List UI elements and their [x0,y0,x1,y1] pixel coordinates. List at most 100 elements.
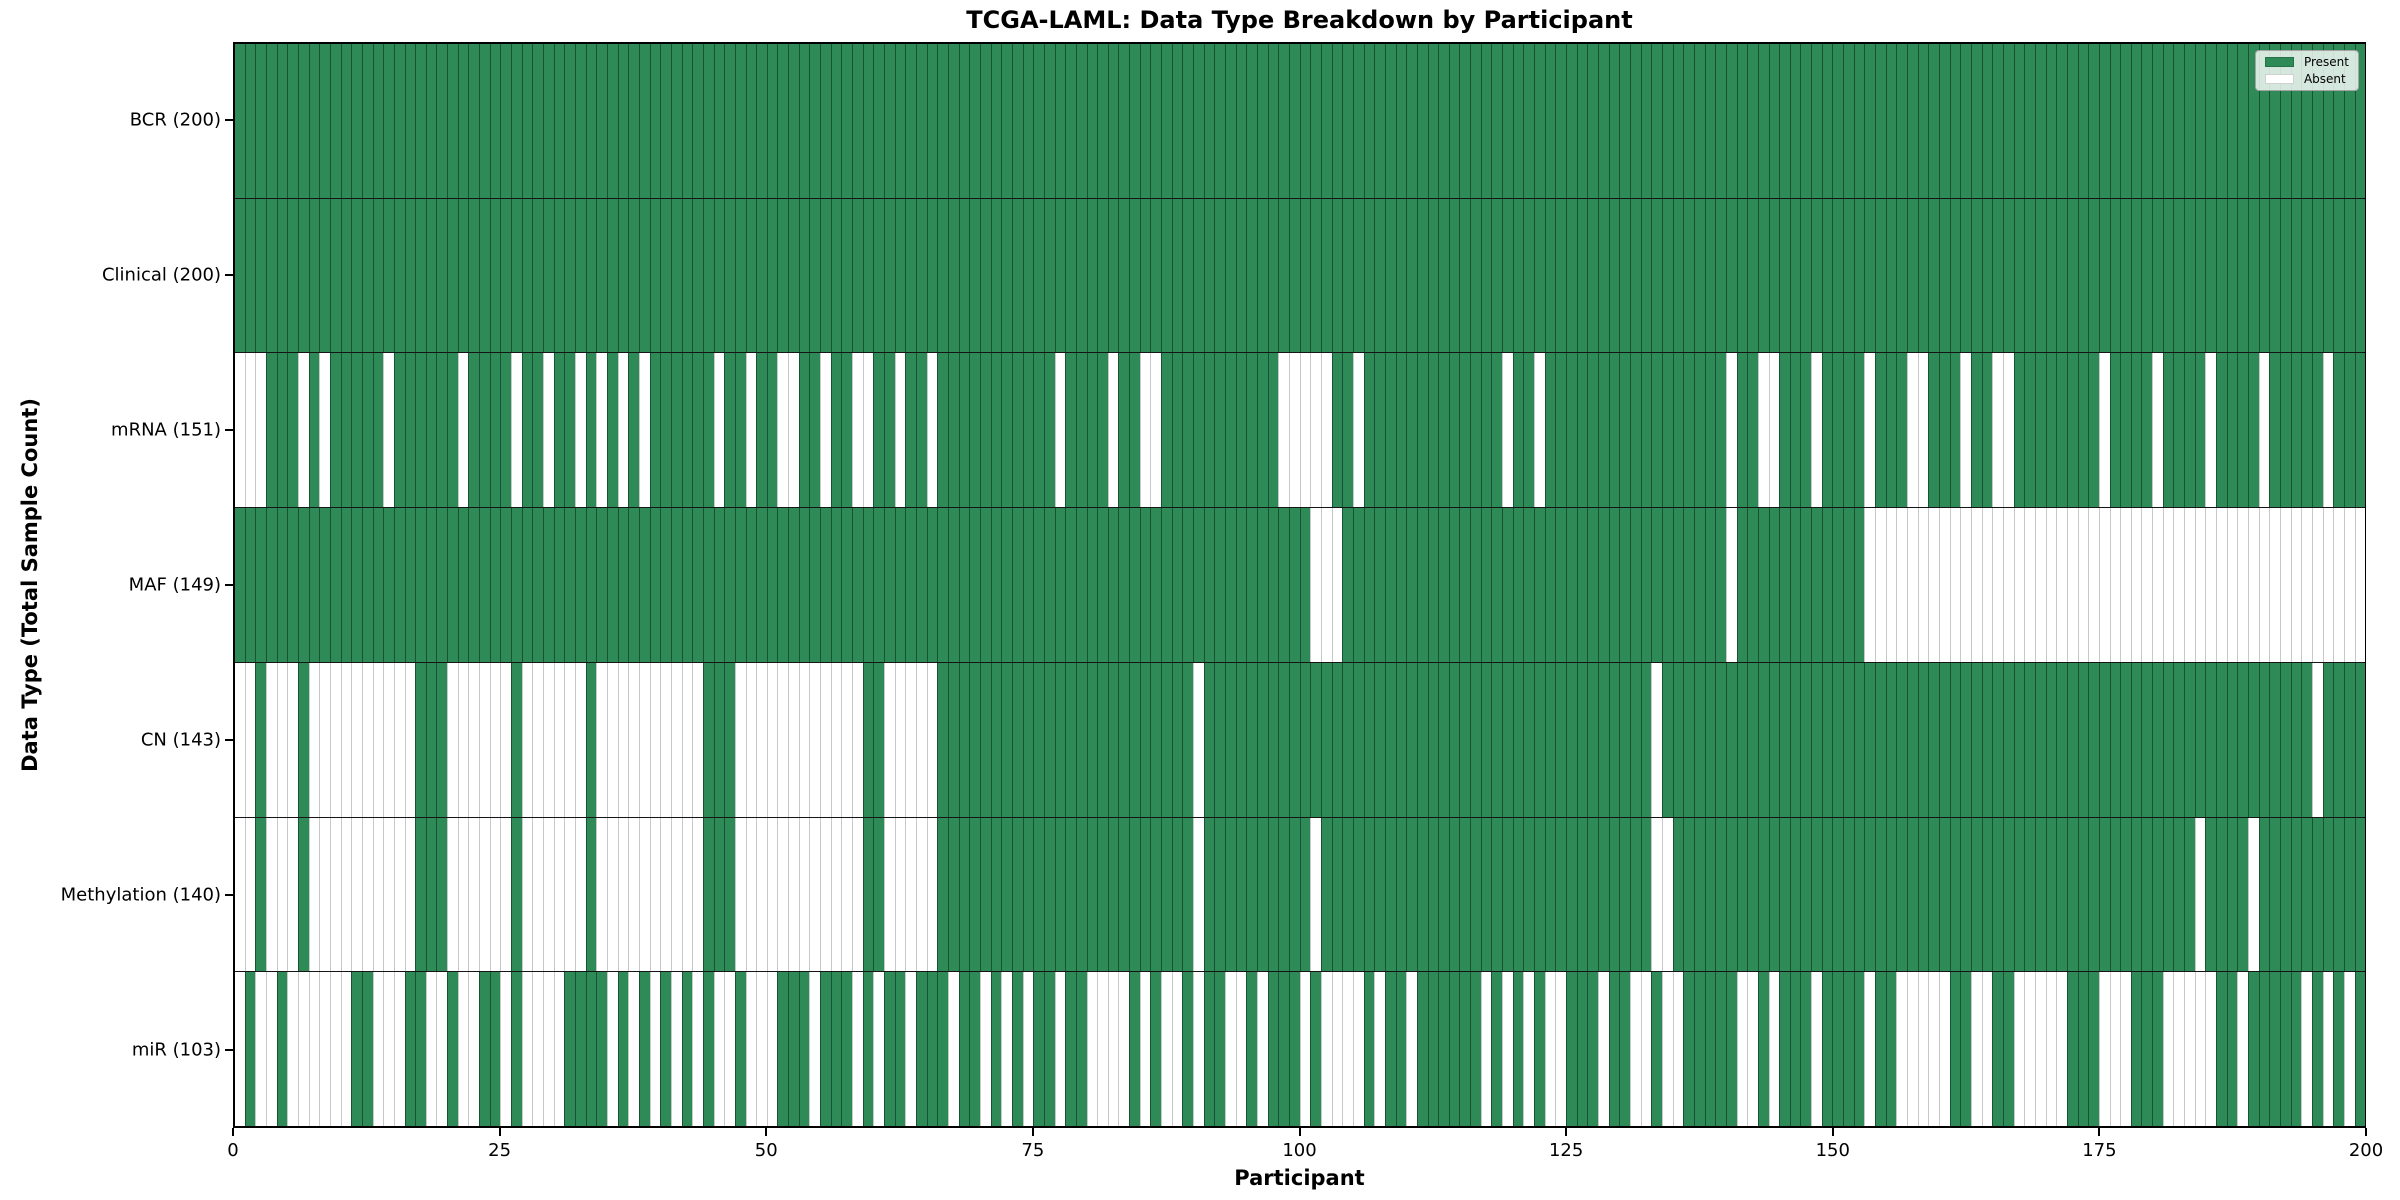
cell-MAF-74 [1022,508,1034,662]
cell-mRNA-140 [1725,353,1737,508]
cell-mRNA-197 [2333,353,2344,508]
cell-CN-172 [2066,662,2078,817]
cell-BCR-100 [1299,44,1311,198]
cell-Clinical-131 [1629,198,1641,353]
cell-miR-158 [1917,972,1929,1127]
cell-CN-149 [1821,662,1833,817]
cell-mRNA-118 [1491,353,1503,508]
cell-CN-161 [1949,662,1961,817]
cell-CN-66 [937,662,948,817]
cell-MAF-104 [1342,508,1353,662]
cell-BCR-180 [2152,44,2163,198]
cell-Clinical-134 [1661,198,1673,353]
cell-miR-108 [1384,972,1396,1127]
cell-MAF-152 [1853,508,1865,662]
cell-BCR-34 [596,44,607,198]
cell-BCR-136 [1683,44,1694,198]
cell-MAF-42 [681,508,693,662]
cell-Methylation-117 [1480,817,1492,972]
cell-mRNA-161 [1949,353,1961,508]
cell-mRNA-199 [2354,353,2366,508]
cell-Clinical-93 [1225,198,1236,353]
cell-MAF-91 [1203,508,1215,662]
cell-miR-85 [1139,972,1151,1127]
cell-miR-150 [1832,972,1844,1127]
cell-MAF-139 [1715,508,1726,662]
cell-mRNA-119 [1502,353,1513,508]
cell-BCR-24 [489,44,501,198]
cell-MAF-77 [1054,508,1066,662]
cell-CN-181 [2162,662,2174,817]
cell-mRNA-187 [2226,353,2238,508]
cell-Methylation-173 [2077,817,2089,972]
cell-mRNA-108 [1384,353,1396,508]
cell-MAF-170 [2045,508,2057,662]
cell-BCR-17 [415,44,426,198]
cell-MAF-119 [1502,508,1513,662]
cell-mRNA-195 [2311,353,2323,508]
cell-BCR-165 [1992,44,2003,198]
cell-CN-117 [1480,662,1492,817]
cell-MAF-76 [1043,508,1055,662]
cell-mRNA-59 [862,353,874,508]
cell-BCR-93 [1225,44,1236,198]
cell-miR-88 [1171,972,1183,1127]
cell-miR-130 [1619,972,1630,1127]
cell-miR-115 [1459,972,1471,1127]
cell-Clinical-188 [2237,198,2249,353]
cell-BCR-125 [1566,44,1577,198]
cell-CN-22 [468,662,480,817]
cell-mRNA-15 [393,353,405,508]
cell-Clinical-2 [255,198,266,353]
cell-CN-71 [990,662,1002,817]
cell-BCR-107 [1374,44,1385,198]
cell-Methylation-137 [1693,817,1705,972]
cell-CN-9 [329,662,341,817]
cell-CN-47 [734,662,746,817]
cell-Methylation-175 [2098,817,2110,972]
cell-Methylation-127 [1587,817,1598,972]
cell-MAF-68 [958,508,970,662]
cell-miR-31 [564,972,575,1127]
cell-BCR-14 [383,44,394,198]
cell-Clinical-0 [235,198,245,353]
cell-Clinical-45 [713,198,725,353]
cell-CN-167 [2013,662,2025,817]
cell-Clinical-113 [1438,198,1449,353]
cell-CN-92 [1214,662,1226,817]
cell-CN-125 [1566,662,1577,817]
cell-miR-65 [926,972,938,1127]
legend-label-absent: Absent [2303,72,2346,86]
cell-CN-192 [2280,662,2291,817]
cell-MAF-183 [2184,508,2195,662]
cell-miR-77 [1054,972,1066,1127]
cell-Clinical-117 [1480,198,1492,353]
cell-MAF-192 [2280,508,2291,662]
cell-miR-119 [1502,972,1513,1127]
cell-BCR-40 [660,44,671,198]
cell-MAF-30 [553,508,565,662]
cell-mRNA-21 [457,353,469,508]
cell-miR-25 [500,972,512,1127]
cell-MAF-193 [2290,508,2302,662]
cell-MAF-34 [596,508,607,662]
cell-Clinical-62 [894,198,906,353]
cell-CN-83 [1118,662,1130,817]
cell-BCR-196 [2322,44,2334,198]
cell-Clinical-137 [1693,198,1705,353]
cell-Methylation-10 [340,817,352,972]
cell-miR-54 [809,972,821,1127]
cell-MAF-98 [1278,508,1289,662]
cell-mRNA-193 [2290,353,2302,508]
cell-MAF-122 [1534,508,1545,662]
cell-CN-44 [702,662,714,817]
cell-Methylation-168 [2024,817,2035,972]
cell-MAF-112 [1427,508,1439,662]
cell-Clinical-48 [745,198,757,353]
cell-miR-189 [2248,972,2259,1127]
cell-BCR-176 [2109,44,2121,198]
cell-CN-184 [2194,662,2206,817]
cell-miR-112 [1427,972,1439,1127]
y-tick-mark [225,739,233,742]
cell-CN-194 [2301,662,2312,817]
